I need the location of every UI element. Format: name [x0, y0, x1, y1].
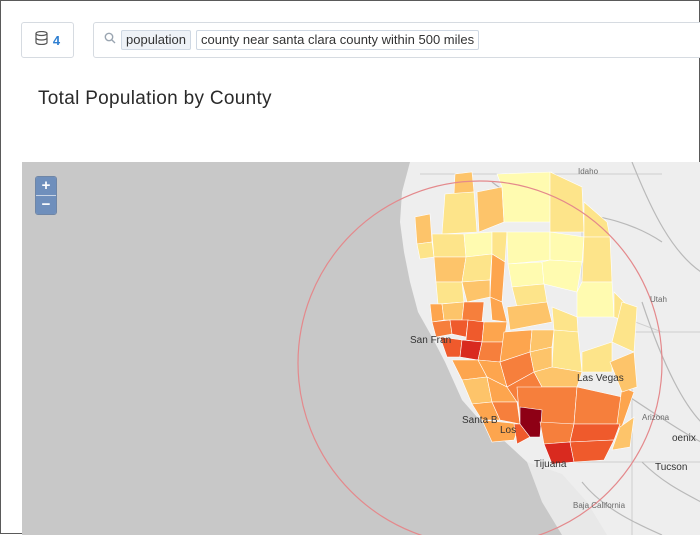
county [416, 241, 435, 260]
search-token-filter[interactable]: county near santa clara county within 50… [196, 30, 480, 50]
county [441, 191, 478, 235]
county [581, 236, 613, 283]
county-polygons [414, 171, 638, 465]
county [431, 233, 467, 258]
chart-title: Total Population by County [38, 88, 272, 109]
county [435, 281, 465, 305]
county [481, 419, 521, 443]
data-source-button[interactable]: 4 [21, 22, 74, 58]
county [429, 303, 445, 323]
choropleth-map[interactable]: Idaho Utah San Fran Las Vegas Santa B Lo… [22, 162, 700, 535]
zoom-in-button[interactable]: + [36, 177, 56, 195]
map-label-arizona: Arizona [642, 413, 670, 422]
county [449, 319, 469, 338]
county [611, 301, 638, 353]
county [609, 351, 638, 393]
search-token-population[interactable]: population [121, 30, 191, 50]
county-los-angeles [519, 406, 543, 438]
map-label-tijuana: Tijuana [534, 459, 567, 470]
map-label-tucson: Tucson [655, 462, 687, 473]
county [489, 253, 506, 303]
county [465, 319, 485, 343]
search-icon [104, 31, 116, 49]
map-label-phoenix: oenix [672, 433, 696, 444]
source-count: 4 [52, 32, 61, 48]
county [551, 329, 583, 373]
county [506, 231, 551, 265]
county [581, 341, 613, 373]
county [507, 261, 545, 288]
county [576, 281, 615, 318]
map-label-las-vegas: Las Vegas [577, 373, 624, 384]
county [414, 213, 433, 245]
map-label-santa-barbara: Santa B [462, 415, 498, 426]
search-bar[interactable]: population county near santa clara count… [93, 22, 700, 58]
map-label-san-francisco: San Fran [410, 335, 451, 346]
county [461, 253, 493, 283]
map-label-utah: Utah [650, 295, 667, 304]
county [461, 301, 485, 323]
county [549, 231, 585, 263]
map-label-los-angeles: Los [500, 425, 516, 436]
county [541, 259, 583, 293]
county [539, 421, 575, 445]
county [506, 301, 553, 331]
county [463, 231, 493, 258]
zoom-control: + − [35, 176, 57, 215]
database-icon [35, 30, 48, 50]
county [569, 439, 615, 463]
radius-circle [297, 180, 663, 535]
map-label-idaho: Idaho [578, 167, 599, 176]
county [611, 416, 635, 451]
county [496, 171, 553, 223]
county [533, 366, 583, 388]
zoom-out-button[interactable]: − [36, 195, 56, 214]
map-canvas: Idaho Utah San Fran Las Vegas Santa B Lo… [297, 162, 700, 535]
map-label-baja-california: Baja California [573, 501, 626, 510]
county [433, 256, 467, 283]
county [441, 301, 465, 321]
county [569, 423, 621, 443]
baja-land [527, 462, 607, 535]
